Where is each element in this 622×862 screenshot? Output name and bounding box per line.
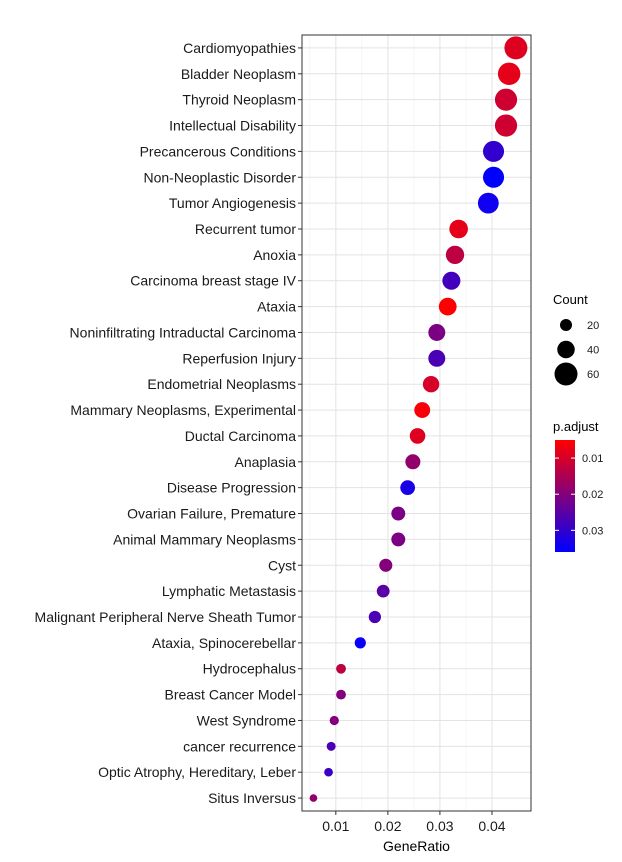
- data-point: [422, 376, 440, 393]
- y-tick-label: Breast Cancer Model: [164, 687, 296, 703]
- y-tick-label: Precancerous Conditions: [140, 143, 296, 159]
- data-point: [329, 715, 339, 726]
- data-point: [477, 192, 499, 214]
- y-tick-label: Tumor Angiogenesis: [169, 195, 296, 211]
- data-point: [336, 689, 346, 700]
- y-tick-label: Malignant Peripheral Nerve Sheath Tumor: [35, 609, 297, 625]
- data-point: [504, 36, 528, 60]
- y-tick-label: Intellectual Disability: [169, 118, 296, 134]
- data-point: [391, 506, 406, 521]
- color-legend-label: 0.01: [582, 453, 603, 465]
- data-point: [414, 402, 431, 418]
- x-tick-label: 0.02: [374, 818, 401, 834]
- data-point: [400, 480, 416, 496]
- data-point: [368, 610, 382, 624]
- size-legend-dot: [554, 362, 578, 386]
- panel-border: [301, 34, 532, 812]
- color-legend-title: p.adjust: [553, 419, 599, 434]
- data-point: [376, 584, 390, 598]
- color-legend: p.adjust 0.01 0.02 0.03: [553, 419, 603, 552]
- y-axis: Cardiomyopathies Bladder Neoplasm Thyroid …: [35, 40, 302, 806]
- data-point: [497, 62, 521, 86]
- size-legend-label: 40: [587, 345, 599, 357]
- data-point: [482, 140, 505, 162]
- x-tick-label: 0.04: [478, 818, 505, 834]
- y-tick-label: Lymphatic Metastasis: [162, 583, 296, 599]
- y-tick-label: Animal Mammary Neoplasms: [113, 531, 296, 547]
- y-tick-label: Recurrent tumor: [195, 221, 296, 237]
- y-tick-label: cancer recurrence: [183, 738, 296, 754]
- y-tick-label: Situs Inversus: [208, 790, 296, 806]
- y-tick-label: Optic Atrophy, Hereditary, Leber: [98, 764, 296, 780]
- x-axis-title: GeneRatio: [383, 838, 450, 854]
- data-point: [309, 794, 318, 802]
- data-point: [336, 663, 346, 674]
- y-tick-label: Mammary Neoplasms, Experimental: [70, 402, 296, 418]
- data-point: [445, 245, 465, 265]
- y-tick-label: Disease Progression: [167, 480, 296, 496]
- x-tick-label: 0.01: [322, 818, 349, 834]
- y-tick-label: Anaplasia: [235, 454, 297, 470]
- color-legend-label: 0.03: [582, 525, 603, 537]
- y-tick-label: Noninfiltrating Intraductal Carcinoma: [70, 324, 297, 340]
- y-tick-label: West Syndrome: [197, 712, 297, 728]
- y-tick-label: Cyst: [268, 557, 296, 573]
- data-points: [309, 36, 528, 802]
- y-tick-label: Cardiomyopathies: [183, 40, 296, 56]
- data-point: [428, 349, 446, 367]
- size-legend-dot: [557, 340, 575, 359]
- data-point: [409, 428, 426, 444]
- y-tick-label: Ductal Carcinoma: [185, 428, 296, 444]
- y-tick-label: Ataxia, Spinocerebellar: [152, 635, 296, 651]
- data-point: [428, 323, 446, 341]
- y-tick-label: Anoxia: [253, 247, 296, 263]
- y-tick-label: Bladder Neoplasm: [181, 66, 296, 82]
- color-legend-label: 0.02: [582, 489, 603, 501]
- y-tick-label: Reperfusion Injury: [182, 350, 296, 366]
- data-point: [438, 297, 457, 316]
- data-point: [482, 166, 505, 188]
- y-tick-label: Thyroid Neoplasm: [182, 92, 296, 108]
- y-tick-label: Carcinoma breast stage IV: [130, 273, 296, 289]
- size-legend-title: Count: [553, 292, 588, 307]
- y-tick-label: Ataxia: [257, 299, 296, 315]
- data-point: [326, 741, 336, 751]
- size-legend: Count 20 40 60: [553, 292, 599, 386]
- x-axis: 0.01 0.02 0.03 0.04: [322, 811, 506, 834]
- y-tick-label: Ovarian Failure, Premature: [127, 506, 296, 522]
- data-point: [379, 558, 393, 572]
- size-legend-label: 60: [587, 369, 599, 381]
- x-tick-label: 0.03: [426, 818, 453, 834]
- y-tick-label: Endometrial Neoplasms: [147, 376, 296, 392]
- y-tick-label: Hydrocephalus: [203, 661, 296, 677]
- data-point: [405, 454, 421, 470]
- size-legend-label: 20: [587, 320, 599, 332]
- data-point: [391, 532, 406, 547]
- data-point: [442, 271, 461, 290]
- minor-grid: [309, 35, 467, 811]
- color-bar: [555, 440, 575, 552]
- data-point: [449, 219, 468, 239]
- size-legend-dot: [560, 319, 572, 331]
- data-point: [494, 88, 518, 111]
- data-point: [494, 114, 518, 137]
- y-tick-label: Non-Neoplastic Disorder: [143, 169, 296, 185]
- data-point: [324, 767, 333, 777]
- data-point: [354, 637, 366, 649]
